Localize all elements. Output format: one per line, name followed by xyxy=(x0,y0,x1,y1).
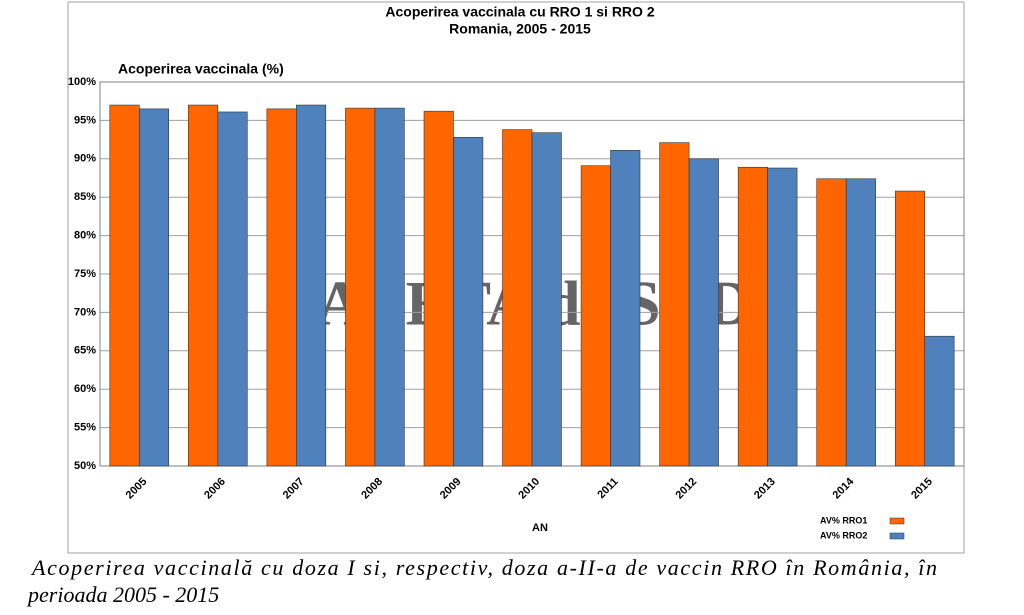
legend-label: AV% RRO2 xyxy=(820,530,867,540)
y-axis-label: Acoperirea vaccinala (%) xyxy=(118,61,284,77)
chart-title: Acoperirea vaccinala cu RRO 1 si RRO 2 xyxy=(385,4,654,20)
bar xyxy=(423,110,454,467)
bar xyxy=(894,190,926,467)
bar xyxy=(217,111,248,467)
y-tick-label: 100% xyxy=(68,76,96,88)
y-tick-label: 70% xyxy=(74,306,96,318)
bar xyxy=(580,165,611,467)
y-tick-label: 50% xyxy=(74,460,96,472)
y-tick-label: 55% xyxy=(74,422,96,434)
legend-marker xyxy=(889,517,905,525)
bar xyxy=(845,178,876,467)
y-tick-label: 95% xyxy=(74,114,96,126)
legend-label: AV% RRO1 xyxy=(820,515,867,525)
bar xyxy=(688,158,719,467)
chart-subtitle: Romania, 2005 - 2015 xyxy=(449,21,591,37)
bar xyxy=(374,107,405,467)
bar xyxy=(138,108,170,467)
bar xyxy=(453,136,484,467)
y-tick-label: 85% xyxy=(74,191,96,203)
caption-line: Acoperirea vaccinală cu doza I si, respe… xyxy=(30,555,937,580)
bar xyxy=(816,178,847,467)
bar xyxy=(767,167,798,467)
bar xyxy=(188,104,219,467)
bar xyxy=(296,104,327,467)
y-tick-label: 80% xyxy=(74,230,96,242)
bar xyxy=(345,107,376,467)
bar xyxy=(924,335,955,467)
legend-marker xyxy=(889,532,905,540)
y-tick-label: 65% xyxy=(74,345,96,357)
bar xyxy=(109,104,140,467)
bar xyxy=(659,142,690,467)
bar xyxy=(531,132,562,467)
bar xyxy=(610,150,641,467)
x-axis-label: AN xyxy=(532,522,548,534)
bar xyxy=(737,166,768,467)
bar xyxy=(502,129,533,467)
y-tick-label: 90% xyxy=(74,153,96,165)
y-tick-label: 75% xyxy=(74,268,96,280)
bar xyxy=(266,108,297,467)
caption-line: perioada 2005 - 2015 xyxy=(26,582,219,607)
y-tick-label: 60% xyxy=(74,383,96,395)
